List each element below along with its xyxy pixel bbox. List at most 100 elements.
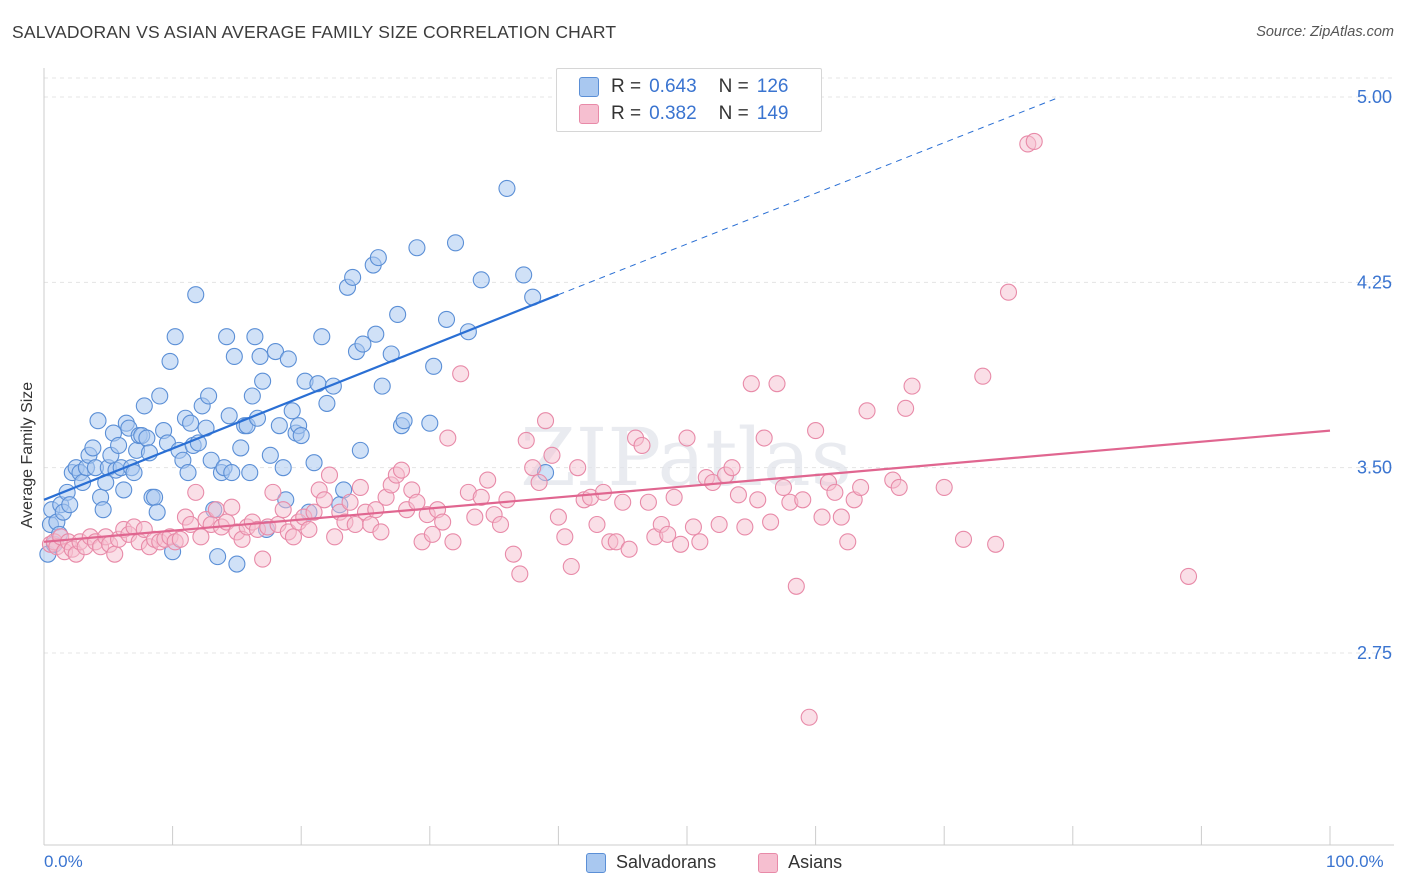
chart-source: Source: ZipAtlas.com: [1256, 24, 1394, 40]
data-point-asians: [987, 535, 1005, 553]
pink-swatch-icon: [579, 104, 599, 124]
data-point-salvadorans: [266, 342, 285, 361]
series-salvadorans: [39, 179, 555, 573]
data-point-salvadorans: [251, 347, 269, 366]
data-point-asians: [1025, 132, 1043, 151]
axes: [43, 68, 1394, 846]
legend-label: Asians: [788, 852, 843, 872]
blue-swatch-icon: [579, 77, 599, 97]
data-point-salvadorans: [202, 451, 220, 469]
data-point-salvadorans: [367, 325, 385, 343]
data-point-asians: [749, 491, 767, 509]
data-point-asians: [710, 515, 728, 534]
data-point-salvadorans: [232, 439, 250, 457]
data-point-asians: [620, 540, 638, 558]
y-tick-label: 2.75: [1357, 643, 1392, 663]
data-point-asians: [472, 488, 490, 506]
data-point-asians: [320, 466, 339, 484]
data-point-salvadorans: [369, 249, 387, 267]
series-asians: [41, 132, 1198, 726]
data-point-asians: [264, 483, 282, 501]
data-point-asians: [678, 429, 696, 447]
data-point-salvadorans: [395, 412, 413, 430]
data-point-salvadorans: [220, 407, 238, 425]
data-point-asians: [742, 375, 760, 393]
data-point-salvadorans: [115, 481, 133, 499]
data-point-asians: [524, 459, 542, 477]
grid-lines: [44, 77, 1394, 654]
data-point-asians: [444, 533, 462, 551]
data-point-asians: [633, 436, 651, 454]
data-point-salvadorans: [446, 234, 465, 252]
data-point-asians: [351, 478, 369, 496]
data-point-salvadorans: [84, 439, 102, 457]
data-point-asians: [439, 429, 457, 447]
data-point-salvadorans: [200, 387, 218, 405]
data-point-asians: [935, 478, 953, 496]
data-point-salvadorans: [146, 488, 164, 506]
data-point-salvadorans: [313, 328, 331, 346]
data-point-salvadorans: [425, 357, 443, 375]
y-tick-labels: 2.75 3.50 4.25 5.00: [1357, 87, 1392, 663]
data-point-asians: [187, 483, 205, 501]
data-point-salvadorans: [148, 503, 166, 521]
data-point-asians: [517, 431, 535, 450]
data-point-salvadorans: [270, 417, 288, 435]
blue-swatch-icon: [586, 852, 606, 873]
data-point-asians: [466, 508, 484, 526]
n-value: 149: [756, 103, 789, 124]
data-point-asians: [530, 473, 548, 492]
trend-line-extension: [558, 96, 1061, 296]
data-point-salvadorans: [187, 286, 205, 304]
data-point-asians: [543, 446, 561, 464]
data-point-asians: [300, 520, 318, 538]
data-point-asians: [665, 488, 683, 506]
data-point-asians: [562, 557, 580, 576]
data-point-salvadorans: [243, 387, 261, 405]
data-point-asians: [999, 283, 1018, 301]
chart-title: SALVADORAN VS ASIAN AVERAGE FAMILY SIZE …: [12, 22, 617, 42]
data-point-asians: [549, 508, 567, 526]
watermark: ZIPatlas: [520, 411, 852, 504]
data-point-asians: [723, 459, 741, 477]
data-point-asians: [890, 478, 908, 496]
r-label: R =: [611, 103, 642, 124]
trend-line-salvadorans: [43, 293, 559, 501]
data-point-asians: [305, 503, 323, 521]
data-point-asians: [794, 491, 812, 509]
data-point-asians: [274, 501, 292, 519]
data-point-asians: [372, 523, 390, 541]
data-point-asians: [903, 377, 921, 395]
data-point-salvadorans: [274, 459, 292, 477]
legend-row-asians: R = 0.382 N = 149: [579, 103, 788, 125]
data-point-asians: [607, 533, 625, 551]
data-point-asians: [659, 525, 677, 543]
data-point-salvadorans: [223, 464, 241, 482]
legend-row-salvadorans: R = 0.643 N = 126: [579, 76, 788, 98]
data-point-asians: [691, 533, 709, 551]
data-point-salvadorans: [61, 496, 79, 514]
data-point-asians: [813, 508, 831, 526]
data-point-salvadorans: [283, 402, 301, 420]
data-point-asians: [729, 486, 747, 504]
data-point-asians: [556, 528, 574, 546]
data-point-asians: [858, 402, 876, 420]
data-point-asians: [974, 367, 992, 385]
data-point-asians: [787, 577, 805, 595]
data-point-asians: [768, 375, 786, 393]
data-point-asians: [452, 365, 470, 383]
data-point-salvadorans: [261, 446, 279, 464]
data-point-salvadorans: [373, 377, 391, 395]
data-point-asians: [755, 429, 773, 447]
n-value: 126: [756, 76, 789, 97]
y-tick-label: 3.50: [1357, 458, 1392, 478]
trend-lines: [43, 96, 1331, 543]
data-point-salvadorans: [354, 335, 372, 353]
data-point-salvadorans: [515, 266, 533, 284]
y-tick-label: 4.25: [1357, 272, 1392, 292]
data-point-salvadorans: [110, 436, 128, 454]
data-point-salvadorans: [209, 548, 227, 566]
data-point-asians: [536, 412, 555, 430]
r-label: R =: [611, 76, 642, 97]
r-value: 0.382: [649, 103, 697, 124]
